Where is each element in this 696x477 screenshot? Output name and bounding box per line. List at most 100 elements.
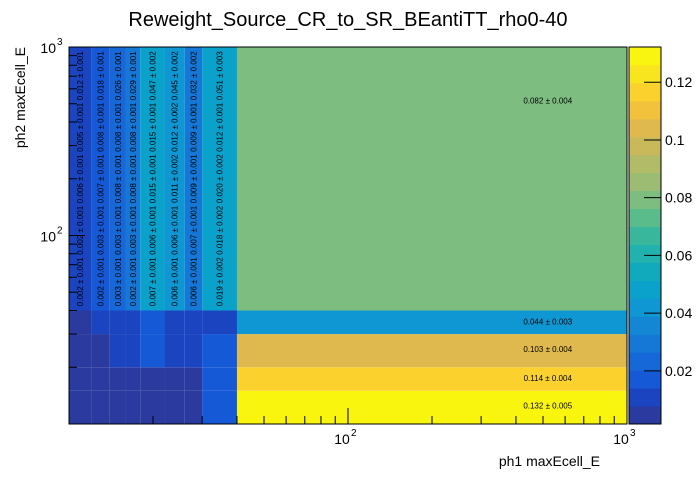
- cell-value: 0.007: [189, 234, 198, 255]
- heatmap-cells: [69, 47, 627, 424]
- cell-error: ± 0.002: [170, 154, 179, 183]
- cell-label: 0.003 ± 0.001: [113, 257, 122, 306]
- colorbar-tick-label: 0.02: [665, 363, 692, 379]
- colorbar-band: [629, 226, 661, 245]
- axes: 10 2 10 310 210 3: [40, 37, 636, 447]
- x-tick-label: 10: [613, 431, 629, 447]
- colorbar-band: [629, 316, 661, 335]
- cell-label: 0.020 ± 0.002: [215, 154, 224, 203]
- cell-label: 0.006 ± 0.001: [148, 205, 157, 254]
- cell-value: 0.008: [96, 131, 105, 152]
- cell-label: 0.012 ± 0.001: [215, 102, 224, 151]
- cell-error: ± 0.001: [129, 205, 138, 234]
- cell-value: 0.003: [129, 234, 138, 255]
- cell-value: 0.006: [148, 234, 157, 255]
- heatmap-cell: [184, 334, 203, 368]
- cell-value: 0.018: [96, 80, 105, 101]
- cell-error: ± 0.001: [189, 102, 198, 131]
- cell-error: ± 0.002: [215, 154, 224, 183]
- colorbar-band: [629, 280, 661, 299]
- heatmap-cell: [202, 367, 237, 391]
- cell-label: 0.002 ± 0.001: [96, 257, 105, 306]
- colorbar-tick-label: 0.04: [665, 305, 692, 321]
- cell-label: 0.018 ± 0.001: [96, 51, 105, 100]
- cell-value: 0.002: [76, 234, 85, 255]
- colorbar-band: [629, 100, 661, 120]
- cell-label: 0.006 ± 0.001: [76, 154, 85, 203]
- cell-value: 0.005: [76, 131, 85, 152]
- cell-error: ± 0.001: [148, 102, 157, 131]
- heatmap-cell: [164, 334, 185, 368]
- heatmap-cell: [109, 334, 126, 368]
- cell-error: ± 0.002: [148, 51, 157, 80]
- cell-label: 0.047 ± 0.002: [148, 51, 157, 100]
- cell-label: 0.008 ± 0.001: [129, 102, 138, 151]
- cell-error: ± 0.004: [543, 344, 572, 353]
- cell-value: 0.015: [148, 131, 157, 152]
- heatmap-cell: [109, 47, 126, 311]
- cell-label: 0.012 ± 0.002: [170, 102, 179, 151]
- cell-error: ± 0.001: [129, 257, 138, 286]
- heatmap-cell: [202, 390, 237, 424]
- cell-error: ± 0.001: [148, 154, 157, 183]
- cell-label: 0.045 ± 0.002: [170, 51, 179, 100]
- cell-error: ± 0.001: [96, 51, 105, 80]
- colorbar-band: [629, 334, 661, 353]
- cell-label: 0.006 ± 0.001: [170, 257, 179, 306]
- colorbar-tick-label: 0.08: [665, 190, 692, 206]
- heatmap-cell: [91, 367, 110, 391]
- colorbar-band: [629, 406, 661, 425]
- heatmap-cell: [184, 310, 203, 335]
- colorbar-band: [629, 82, 661, 102]
- cell-label: 0.005 ± 0.001: [76, 102, 85, 151]
- heatmap-cell: [140, 334, 165, 368]
- colorbar-band: [629, 262, 661, 281]
- cell-label: 0.003 ± 0.001: [129, 205, 138, 254]
- cell-error: ± 0.001: [76, 257, 85, 286]
- cell-error: ± 0.001: [76, 154, 85, 183]
- x-tick-exponent: 3: [630, 428, 636, 439]
- cell-label: 0.007 ± 0.001: [148, 257, 157, 306]
- cell-error: ± 0.005: [543, 401, 572, 410]
- heatmap-cell: [69, 367, 92, 391]
- cell-value: 0.011: [170, 183, 179, 203]
- cell-error: ± 0.001: [129, 154, 138, 183]
- cell-value: 0.044: [523, 317, 544, 326]
- cell-error: ± 0.001: [113, 154, 122, 183]
- cell-value: 0.008: [129, 131, 138, 152]
- cell-error: ± 0.001: [96, 102, 105, 131]
- heatmap-cell: [69, 47, 92, 311]
- cell-error: ± 0.003: [543, 317, 572, 326]
- cell-label: 0.012 ± 0.001: [76, 51, 85, 100]
- colorbar-band: [629, 244, 661, 263]
- colorbar-band: [629, 352, 661, 371]
- cell-error: ± 0.001: [76, 205, 85, 234]
- cell-label: 0.015 ± 0.001: [148, 154, 157, 203]
- cell-label: 0.002 ± 0.001: [76, 257, 85, 306]
- heatmap-cell: [184, 47, 203, 311]
- cell-label: 0.026 ± 0.001: [113, 51, 122, 100]
- chart-title: Reweight_Source_CR_to_SR_BEantiTT_rho0-4…: [128, 9, 567, 31]
- cell-value: 0.009: [189, 183, 198, 204]
- cell-label: 0.007 ± 0.001: [189, 205, 198, 254]
- heatmap-cell: [164, 310, 185, 335]
- cell-value: 0.003: [96, 234, 105, 255]
- colorbar-tick-label: 0.1: [665, 132, 685, 148]
- cell-label: 0.029 ± 0.001: [129, 51, 138, 100]
- heatmap-cell: [109, 390, 126, 424]
- heatmap-cell: [236, 310, 627, 335]
- colorbar-band: [629, 370, 661, 389]
- cell-label: 0.011 ± 0.002: [170, 154, 179, 203]
- cell-error: ± 0.001: [113, 51, 122, 80]
- heatmap-cell: [125, 47, 141, 311]
- heatmap-cell: [91, 390, 110, 424]
- cell-value: 0.006: [76, 183, 85, 204]
- cell-error: ± 0.001: [189, 154, 198, 183]
- colorbar-band: [629, 388, 661, 407]
- cell-value: 0.009: [189, 131, 198, 152]
- cell-value: 0.008: [113, 183, 122, 204]
- colorbar-band: [629, 136, 661, 156]
- heatmap-cell: [202, 334, 237, 368]
